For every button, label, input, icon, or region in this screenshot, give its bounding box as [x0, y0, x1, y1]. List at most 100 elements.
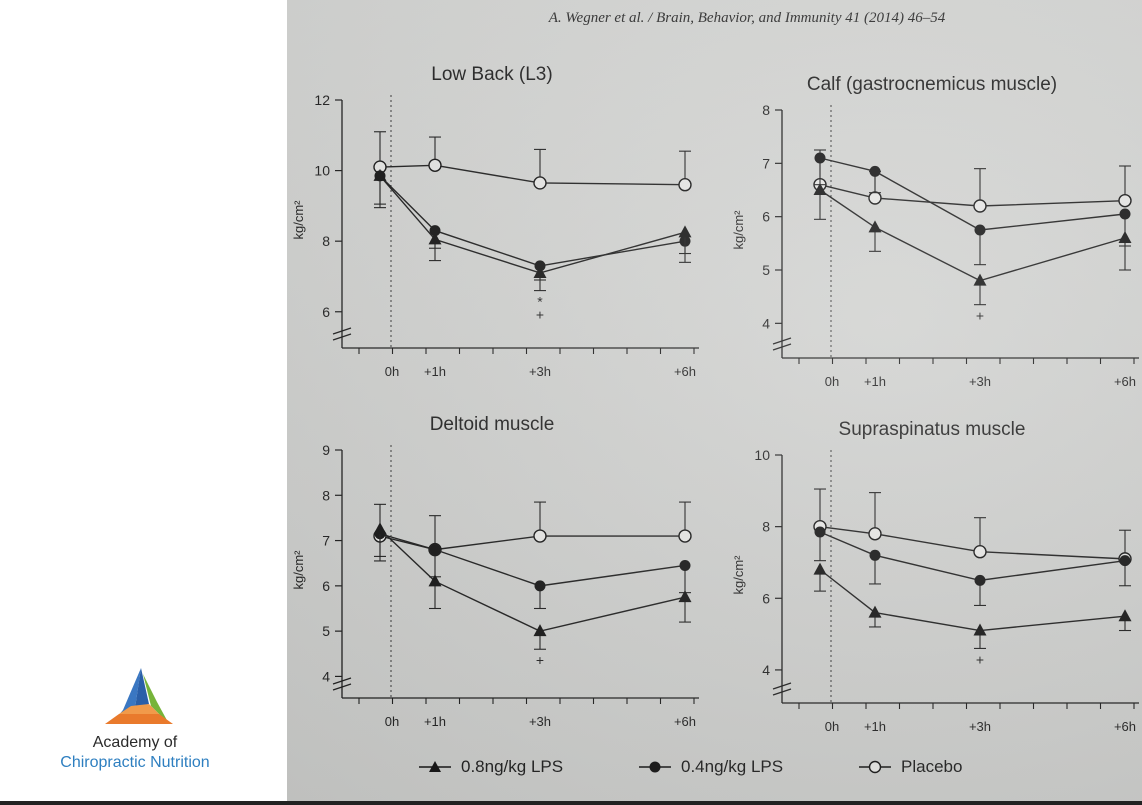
axis-break-mark — [772, 337, 792, 345]
chart-title: Supraspinatus muscle — [839, 419, 1026, 440]
x-tick-label: 0h — [385, 364, 399, 379]
data-point-circle — [869, 549, 881, 561]
x-tick-label: +6h — [674, 364, 696, 379]
data-point-circle — [429, 225, 441, 237]
x-tick-label: 0h — [825, 719, 839, 734]
significance-marker: + — [976, 651, 984, 667]
y-tick-label: 10 — [314, 163, 330, 179]
chart-low-back: Low Back (L3) 6 8 10 12 kg/cm² 0h +1h +3h +6h *+ — [291, 64, 699, 379]
series-line — [379, 533, 686, 587]
data-point-circle — [1119, 555, 1131, 567]
significance-marker: + — [536, 652, 544, 668]
x-tick-label: +6h — [674, 714, 696, 729]
data-point-open — [973, 545, 987, 559]
data-point-triangle — [678, 590, 692, 603]
series-line — [819, 183, 1126, 207]
axis-break-mark — [332, 683, 352, 691]
legend-item-placebo: Placebo — [857, 757, 962, 777]
legend-item-low-dose: 0.4ng/kg LPS — [637, 757, 783, 777]
x-tick-label: +1h — [864, 719, 886, 734]
axis-break-mark — [332, 677, 352, 685]
significance-marker: + — [536, 307, 544, 323]
x-tick-label: +3h — [969, 719, 991, 734]
data-point-open — [678, 178, 692, 192]
y-tick-label: 8 — [322, 487, 330, 503]
series-line — [379, 175, 686, 267]
data-point-open — [428, 158, 442, 172]
x-tick-label: +6h — [1114, 719, 1136, 734]
y-tick-label: 7 — [762, 155, 770, 171]
series-line — [819, 531, 1126, 582]
journal-header: A. Wegner et al. / Brain, Behavior, and … — [548, 10, 946, 26]
x-tick-label: +3h — [529, 714, 551, 729]
chart-title: Calf (gastrocnemicus muscle) — [807, 74, 1057, 95]
series-line — [379, 175, 686, 274]
data-point-circle — [1119, 208, 1131, 220]
y-tick-label: 9 — [322, 442, 330, 458]
data-point-open — [678, 529, 692, 543]
data-point-circle — [429, 544, 441, 556]
data-point-triangle — [1118, 231, 1132, 243]
circle-open-icon — [859, 760, 891, 774]
y-tick-label: 12 — [314, 92, 330, 108]
logo-panel: Academy of Chiropractic Nutrition — [0, 0, 287, 805]
y-tick-label: 4 — [762, 315, 770, 331]
series-line — [379, 164, 686, 186]
series-line — [379, 528, 686, 632]
significance-marker: * — [537, 294, 543, 310]
data-point-open — [868, 191, 882, 205]
series-line — [819, 157, 1126, 231]
data-point-circle — [814, 152, 826, 164]
y-tick-label: 8 — [322, 233, 330, 249]
x-tick-label: 0h — [385, 714, 399, 729]
y-tick-label: 6 — [762, 209, 770, 225]
triangle-filled-icon — [419, 761, 451, 772]
y-tick-label: 7 — [322, 533, 330, 549]
data-point-triangle — [373, 168, 387, 181]
data-point-triangle — [973, 273, 987, 286]
y-tick-label: 5 — [762, 262, 770, 278]
y-tick-label: 8 — [762, 102, 770, 118]
data-point-triangle — [868, 220, 882, 233]
chart-deltoid: Deltoid muscle 4 5 6 7 8 9 kg/cm² 0h +1h +3h +6h + — [291, 414, 699, 729]
x-tick-label: +1h — [424, 364, 446, 379]
data-point-triangle — [678, 225, 692, 238]
legend-item-high-dose: 0.8ng/kg LPS — [417, 757, 563, 777]
significance-marker: + — [976, 308, 984, 324]
logo-line-1: Academy of — [92, 734, 178, 751]
axis-break-mark — [772, 682, 792, 690]
data-point-circle — [974, 574, 986, 586]
y-tick-label: 8 — [762, 519, 770, 535]
data-point-triangle — [813, 183, 827, 195]
data-point-circle — [974, 224, 986, 236]
y-tick-label: 10 — [754, 447, 770, 463]
logo-line-2: Chiropractic Nutrition — [60, 754, 210, 771]
data-point-triangle — [428, 232, 442, 245]
data-point-open — [868, 527, 882, 541]
data-point-triangle — [533, 265, 547, 278]
chart-calf: Calf (gastrocnemicus muscle) 4 5 6 7 8 kg/cm² 0… — [731, 74, 1139, 389]
data-point-open — [533, 176, 547, 190]
chart-title: Deltoid muscle — [430, 414, 555, 435]
series-line — [819, 189, 1126, 282]
data-point-open — [533, 529, 547, 543]
y-tick-label: 5 — [322, 623, 330, 639]
data-point-triangle — [1118, 609, 1132, 622]
y-tick-label: 6 — [762, 590, 770, 606]
legend: 0.8ng/kg LPS 0.4ng/kg LPS Placebo — [417, 757, 1037, 783]
data-point-triangle — [373, 522, 387, 535]
axis-break-mark — [332, 333, 352, 341]
figure-photo: A. Wegner et al. / Brain, Behavior, and … — [287, 0, 1142, 805]
data-point-triangle — [813, 562, 827, 575]
data-point-triangle — [973, 623, 987, 636]
series-line — [819, 525, 1126, 560]
x-tick-label: +6h — [1114, 374, 1136, 389]
academy-logo-icon — [105, 668, 173, 724]
y-axis-label: kg/cm² — [291, 200, 306, 240]
y-tick-label: 4 — [762, 662, 770, 678]
x-tick-label: +3h — [969, 374, 991, 389]
series-line — [819, 569, 1126, 632]
chart-title: Low Back (L3) — [431, 64, 552, 85]
y-tick-label: 4 — [322, 668, 330, 684]
data-point-triangle — [868, 605, 882, 618]
